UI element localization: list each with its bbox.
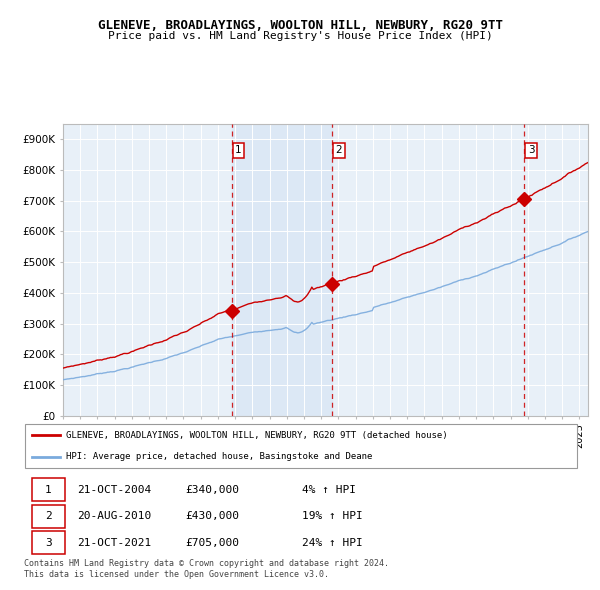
- Text: GLENEVE, BROADLAYINGS, WOOLTON HILL, NEWBURY, RG20 9TT: GLENEVE, BROADLAYINGS, WOOLTON HILL, NEW…: [97, 19, 503, 32]
- Text: 21-OCT-2021: 21-OCT-2021: [77, 537, 151, 548]
- Text: Contains HM Land Registry data © Crown copyright and database right 2024.
This d: Contains HM Land Registry data © Crown c…: [24, 559, 389, 579]
- Text: 19% ↑ HPI: 19% ↑ HPI: [302, 511, 362, 521]
- FancyBboxPatch shape: [25, 424, 577, 468]
- Text: £430,000: £430,000: [185, 511, 239, 521]
- Text: 21-OCT-2004: 21-OCT-2004: [77, 485, 151, 494]
- Text: GLENEVE, BROADLAYINGS, WOOLTON HILL, NEWBURY, RG20 9TT (detached house): GLENEVE, BROADLAYINGS, WOOLTON HILL, NEW…: [65, 431, 447, 440]
- Text: 2: 2: [45, 511, 52, 521]
- Text: 2: 2: [335, 145, 342, 155]
- Text: 3: 3: [45, 537, 52, 548]
- Text: £340,000: £340,000: [185, 485, 239, 494]
- Text: 1: 1: [235, 145, 242, 155]
- FancyBboxPatch shape: [32, 478, 65, 502]
- Text: 3: 3: [528, 145, 535, 155]
- FancyBboxPatch shape: [32, 504, 65, 527]
- Text: Price paid vs. HM Land Registry's House Price Index (HPI): Price paid vs. HM Land Registry's House …: [107, 31, 493, 41]
- Text: 24% ↑ HPI: 24% ↑ HPI: [302, 537, 362, 548]
- Text: 1: 1: [45, 485, 52, 494]
- Text: £705,000: £705,000: [185, 537, 239, 548]
- Text: 4% ↑ HPI: 4% ↑ HPI: [302, 485, 355, 494]
- FancyBboxPatch shape: [32, 531, 65, 554]
- Text: 20-AUG-2010: 20-AUG-2010: [77, 511, 151, 521]
- Bar: [232, 124, 332, 416]
- Text: HPI: Average price, detached house, Basingstoke and Deane: HPI: Average price, detached house, Basi…: [65, 452, 372, 461]
